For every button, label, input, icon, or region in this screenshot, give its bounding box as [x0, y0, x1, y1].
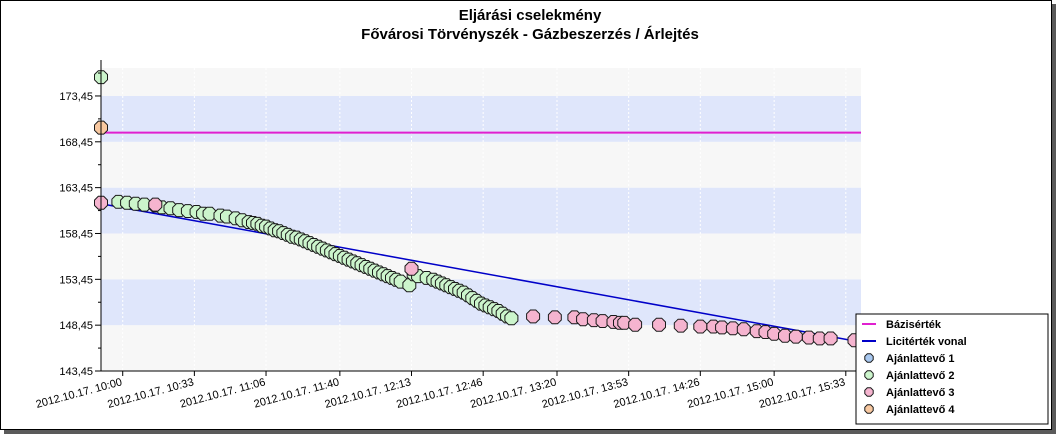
legend-label: Licitérték vonal — [886, 336, 967, 348]
bidder-4-point — [693, 319, 708, 334]
bidder-4-point — [148, 197, 163, 212]
legend-swatch — [864, 370, 874, 380]
bidder-4-point — [576, 312, 590, 327]
legend-box — [855, 313, 1049, 425]
bidder-4-point — [778, 328, 792, 343]
bidder-4-point — [801, 330, 816, 345]
bidder-4-point — [526, 309, 541, 324]
y-tick-label: 173,45 — [59, 91, 93, 103]
y-tick-label: 158,45 — [59, 228, 93, 240]
data-points — [94, 70, 871, 349]
legend: Bázisérték Licitérték vonal Ajánlattevő 1 A… — [855, 313, 1049, 425]
bidder-4-point — [715, 320, 729, 335]
legend-swatch — [864, 353, 874, 363]
legend-label: Ajánlattevő 4 — [886, 404, 955, 416]
bidder-3-point — [504, 311, 519, 326]
legend-swatch — [864, 387, 874, 397]
series-lines — [100, 131, 862, 343]
plot-band — [101, 68, 861, 96]
bidder-4-point — [736, 322, 751, 337]
chart-title: Eljárási cselekmény — [459, 7, 602, 24]
legend-label: Ajánlattevő 3 — [886, 387, 954, 399]
legend-swatch — [864, 404, 874, 414]
y-tick-label: 168,45 — [59, 137, 93, 149]
bidder-4-point — [595, 314, 610, 328]
plot-band — [101, 141, 861, 188]
bidder-3-point — [202, 206, 217, 221]
legend-label: Ajánlattevő 2 — [886, 370, 954, 382]
bidder-4-point — [767, 326, 782, 341]
legend-label: Bázisérték — [886, 319, 942, 331]
bidder-4-point — [652, 317, 666, 332]
y-tick-label: 143,45 — [59, 366, 93, 378]
legend-label: Ajánlattevő 1 — [886, 353, 954, 365]
bidder-4-point — [823, 331, 838, 346]
plot-background — [101, 68, 861, 371]
plot-band — [101, 95, 861, 142]
bidder-4-point — [404, 261, 419, 276]
y-tick-label: 153,45 — [59, 274, 93, 286]
bid-value-line — [100, 202, 862, 343]
chart-subtitle: Fővárosi Törvényszék - Gázbeszerzés / Ár… — [361, 26, 699, 43]
bidder-4-point — [617, 315, 632, 330]
bidder-4-point — [725, 321, 740, 336]
plot-band — [101, 233, 861, 280]
bidder-4-point — [547, 310, 562, 325]
bidder-4-point — [788, 329, 803, 344]
chart: Eljárási cselekmény Fővárosi Törvényszék… — [35, 7, 1049, 425]
y-tick-label: 163,45 — [59, 183, 93, 195]
bidder-4-point — [673, 318, 688, 333]
y-tick-label: 148,45 — [59, 320, 93, 332]
bidder-4-point — [628, 317, 643, 332]
